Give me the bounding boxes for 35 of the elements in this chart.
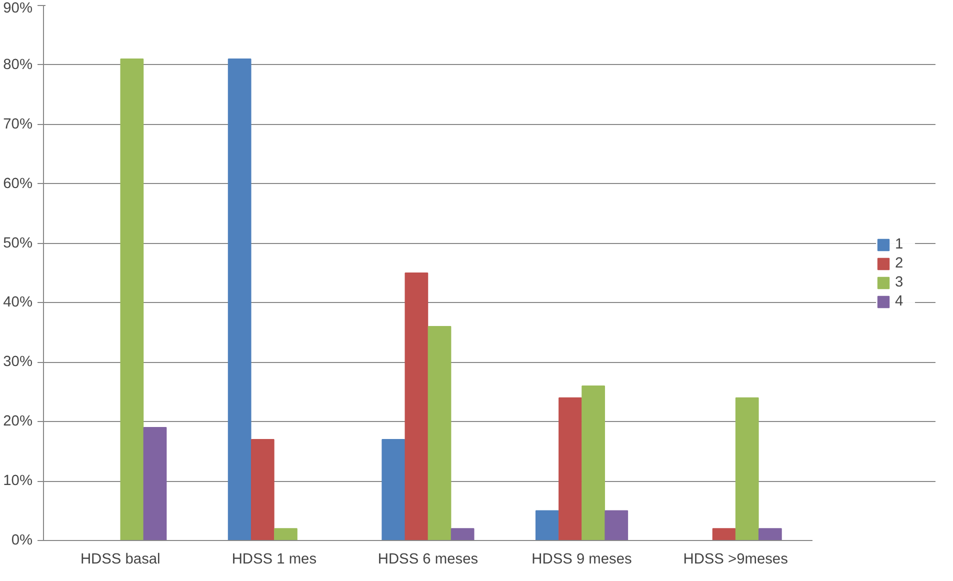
bar (558, 397, 582, 540)
y-tick-label: 0% (11, 532, 33, 548)
y-tick-label: 90% (3, 0, 33, 16)
legend-label: 1 (895, 236, 904, 252)
y-tick-label: 20% (3, 414, 33, 430)
y-tick-label: 10% (3, 473, 33, 490)
x-tick-label: HDSS basal (80, 552, 160, 568)
x-tick-label: HDSS 9 meses (532, 552, 632, 568)
x-tick-label: HDSS >9meses (683, 552, 788, 568)
bar (450, 528, 474, 540)
bar (143, 427, 167, 540)
y-tick-label: 30% (3, 354, 33, 370)
bar (274, 528, 298, 540)
bar (735, 397, 759, 540)
bar (582, 385, 605, 540)
bar (712, 528, 736, 540)
y-tick-label: 80% (3, 56, 33, 73)
y-tick-label: 50% (3, 235, 33, 252)
y-tick-label: 60% (3, 176, 33, 192)
y-tick-label: 40% (3, 294, 33, 311)
bar (228, 58, 252, 540)
bar (404, 272, 428, 540)
bar (120, 58, 144, 540)
y-tick-label: 70% (3, 116, 33, 132)
bar (758, 528, 782, 540)
x-tick-label: HDSS 6 meses (378, 552, 478, 568)
legend-label: 4 (895, 293, 904, 309)
bar (250, 438, 274, 540)
legend-label: 3 (895, 274, 904, 290)
legend-label: 2 (895, 255, 904, 271)
x-tick-label: HDSS 1 mes (232, 552, 317, 568)
bar (382, 438, 406, 540)
bar (535, 510, 559, 540)
bar (428, 326, 452, 540)
bar (604, 510, 628, 540)
